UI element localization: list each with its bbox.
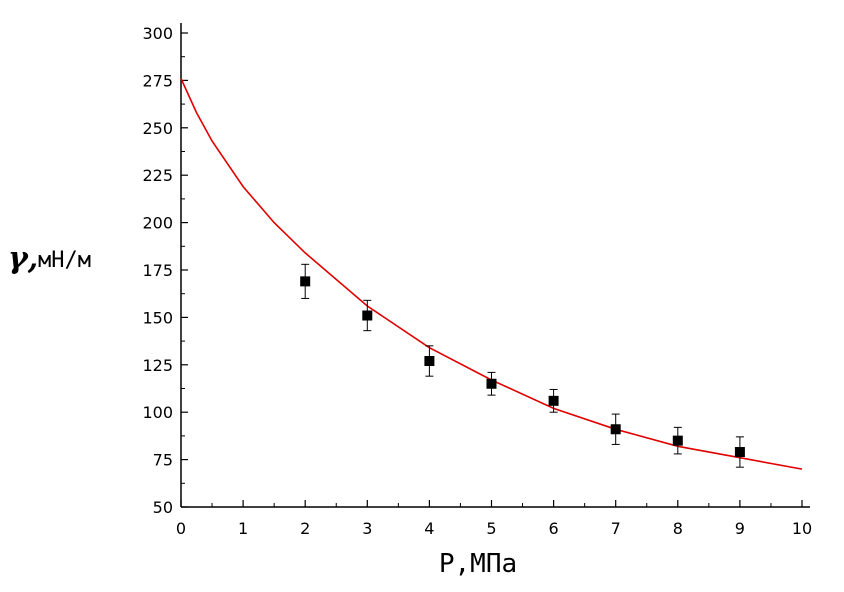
y-tick-label: 150: [142, 308, 173, 327]
y-tick-label: 50: [153, 498, 173, 517]
data-point: [548, 395, 559, 406]
x-tick-label: 0: [176, 519, 186, 538]
data-point: [424, 356, 435, 367]
x-axis-label: P,МПа: [439, 549, 517, 579]
x-tick-label: 6: [549, 519, 559, 538]
y-tick-label: 175: [142, 261, 173, 280]
axes: [180, 23, 810, 508]
x-tick-label: 8: [673, 519, 683, 538]
y-axis-label-unit: мН/м: [38, 248, 91, 273]
x-tick-label: 1: [238, 519, 248, 538]
data-point: [672, 435, 683, 446]
y-tick-label: 300: [142, 24, 173, 43]
y-axis-ticks: 50 75 100 125 150 175 200 225 250 275 300: [142, 24, 188, 517]
data-point: [486, 378, 497, 389]
y-axis-label-symbol: γ,: [8, 241, 38, 276]
data-point: [734, 447, 745, 458]
data-point: [362, 310, 373, 321]
fit-curve: [180, 78, 803, 470]
x-axis-ticks: 0 1 2 3 4 5 6 7 8 9 10: [176, 500, 812, 538]
data-point: [610, 424, 621, 435]
y-tick-label: 250: [142, 119, 173, 138]
y-tick-label: 275: [142, 71, 173, 90]
x-tick-label: 2: [300, 519, 310, 538]
y-tick-label: 125: [142, 356, 173, 375]
x-tick-label: 7: [611, 519, 621, 538]
x-tick-label: 4: [424, 519, 434, 538]
y-tick-label: 225: [142, 166, 173, 185]
data-points-layer: [300, 263, 745, 468]
y-tick-label: 100: [142, 403, 173, 422]
data-point: [300, 276, 311, 287]
y-tick-label: 75: [153, 451, 173, 470]
x-tick-label: 10: [792, 519, 812, 538]
fit-curve-layer: [180, 78, 803, 470]
x-tick-label: 3: [362, 519, 372, 538]
x-tick-label: 9: [735, 519, 745, 538]
y-tick-label: 200: [142, 214, 173, 233]
x-tick-label: 5: [486, 519, 496, 538]
